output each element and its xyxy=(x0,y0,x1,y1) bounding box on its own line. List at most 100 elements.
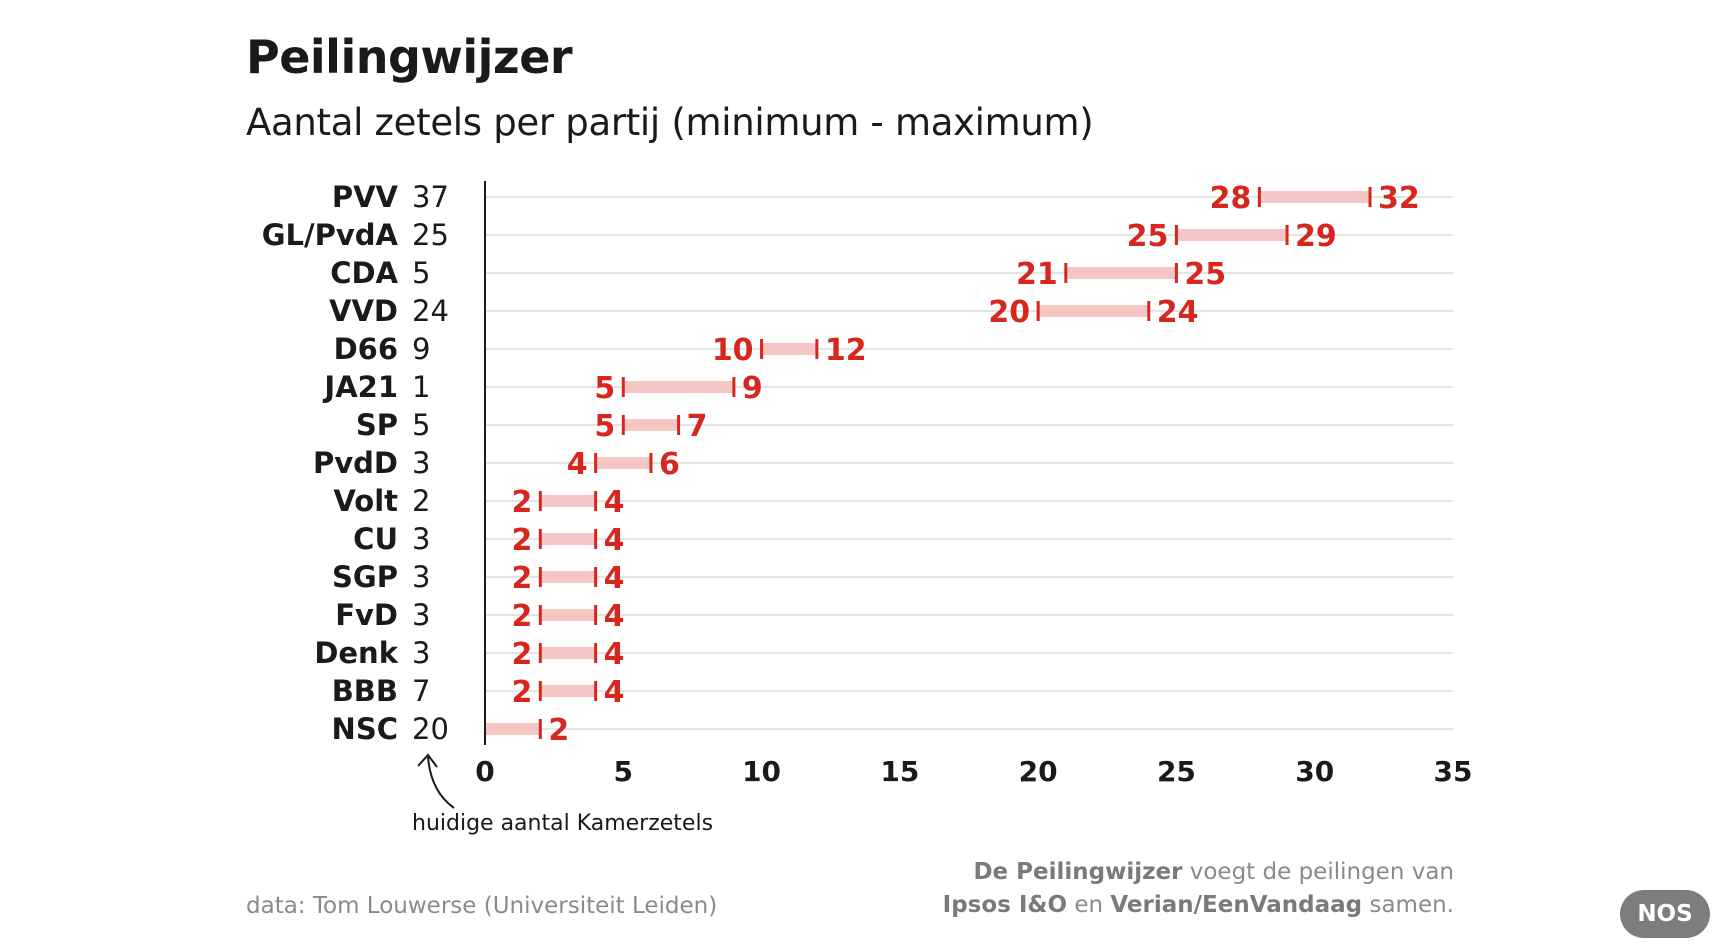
max-label-fvd: 4 xyxy=(604,599,625,634)
range-bar-denk xyxy=(540,647,596,659)
range-bar-sgp xyxy=(540,571,596,583)
max-marker-bbb xyxy=(594,681,598,701)
min-marker-vvd xyxy=(1036,301,1040,321)
min-label-denk: 2 xyxy=(511,637,532,672)
party-label-gl-pvda: GL/PvdA xyxy=(262,218,399,252)
range-bar-gl-pvda xyxy=(1176,229,1288,241)
max-marker-pvdd xyxy=(649,453,653,473)
range-bar-d66 xyxy=(761,343,817,355)
x-tick-label: 30 xyxy=(1295,755,1334,788)
min-label-d66: 10 xyxy=(712,333,754,368)
min-label-sp: 5 xyxy=(594,409,615,444)
min-label-cda: 21 xyxy=(1016,257,1058,292)
max-marker-fvd xyxy=(594,605,598,625)
range-bar-cda xyxy=(1065,267,1177,279)
current-seats-nsc: 20 xyxy=(412,712,449,746)
x-tick-label: 25 xyxy=(1157,755,1196,788)
x-tick-label: 5 xyxy=(614,755,633,788)
min-marker-cu xyxy=(538,529,542,549)
current-seats-gl-pvda: 25 xyxy=(412,218,449,252)
max-label-cda: 25 xyxy=(1184,257,1226,292)
max-marker-pvv xyxy=(1368,187,1372,207)
min-label-pvdd: 4 xyxy=(567,447,588,482)
min-marker-sp xyxy=(621,415,625,435)
min-marker-denk xyxy=(538,643,542,663)
max-label-vvd: 24 xyxy=(1157,295,1199,330)
min-label-bbb: 2 xyxy=(511,675,532,710)
max-label-ja21: 9 xyxy=(742,371,763,406)
max-label-pvv: 32 xyxy=(1378,181,1420,216)
x-tick-label: 10 xyxy=(742,755,781,788)
min-label-vvd: 20 xyxy=(988,295,1030,330)
range-bar-pvv xyxy=(1259,191,1371,203)
party-label-pvv: PVV xyxy=(332,180,399,214)
min-label-gl-pvda: 25 xyxy=(1127,219,1169,254)
range-bar-vvd xyxy=(1038,305,1149,317)
methodology-note: De Peilingwijzer voegt de peilingen van … xyxy=(943,856,1454,922)
range-bar-cu xyxy=(540,533,596,545)
party-label-fvd: FvD xyxy=(335,598,398,632)
max-marker-volt xyxy=(594,491,598,511)
x-tick-label: 20 xyxy=(1019,755,1058,788)
x-tick-label: 0 xyxy=(475,755,494,788)
data-source: data: Tom Louwerse (Universiteit Leiden) xyxy=(246,893,718,919)
max-marker-nsc xyxy=(538,719,542,739)
min-marker-bbb xyxy=(538,681,542,701)
min-marker-gl-pvda xyxy=(1174,225,1178,245)
current-seats-vvd: 24 xyxy=(412,294,449,328)
max-label-sgp: 4 xyxy=(604,561,625,596)
current-seats-denk: 3 xyxy=(412,636,430,670)
x-tick-label: 35 xyxy=(1434,755,1473,788)
max-label-cu: 4 xyxy=(604,523,625,558)
min-label-pvv: 28 xyxy=(1210,181,1252,216)
min-label-ja21: 5 xyxy=(594,371,615,406)
current-seats-sp: 5 xyxy=(412,408,430,442)
min-marker-ja21 xyxy=(621,377,625,397)
range-bar-ja21 xyxy=(623,381,734,393)
current-seats-caption: huidige aantal Kamerzetels xyxy=(412,811,714,836)
current-seats-cda: 5 xyxy=(412,256,430,290)
party-label-volt: Volt xyxy=(333,484,398,518)
range-bar-pvdd xyxy=(595,457,651,469)
min-marker-pvdd xyxy=(594,453,598,473)
nos-logo: NOS xyxy=(1620,890,1710,938)
party-label-sp: SP xyxy=(356,408,398,442)
party-label-bbb: BBB xyxy=(332,674,398,708)
party-label-denk: Denk xyxy=(314,636,398,670)
current-seats-cu: 3 xyxy=(412,522,430,556)
chart-subtitle: Aantal zetels per partij (minimum - maxi… xyxy=(246,101,1094,144)
current-seats-ja21: 1 xyxy=(412,370,430,404)
min-label-volt: 2 xyxy=(511,485,532,520)
max-label-denk: 4 xyxy=(604,637,625,672)
max-label-sp: 7 xyxy=(687,409,708,444)
current-seats-pvdd: 3 xyxy=(412,446,430,480)
annotation-arrow xyxy=(427,756,455,809)
range-bar-sp xyxy=(623,419,679,431)
range-bar-volt xyxy=(540,495,596,507)
annotation-arrowhead xyxy=(417,753,438,768)
max-marker-vvd xyxy=(1147,301,1151,321)
max-label-d66: 12 xyxy=(825,333,867,368)
min-label-cu: 2 xyxy=(511,523,532,558)
current-seats-pvv: 37 xyxy=(412,180,449,214)
max-marker-sp xyxy=(677,415,681,435)
party-label-nsc: NSC xyxy=(332,712,398,746)
max-marker-ja21 xyxy=(732,377,736,397)
party-label-cu: CU xyxy=(353,522,398,556)
party-label-pvdd: PvdD xyxy=(313,446,398,480)
current-seats-d66: 9 xyxy=(412,332,430,366)
range-bar-bbb xyxy=(540,685,596,697)
min-marker-pvv xyxy=(1257,187,1261,207)
min-marker-sgp xyxy=(538,567,542,587)
current-seats-fvd: 3 xyxy=(412,598,430,632)
min-marker-fvd xyxy=(538,605,542,625)
max-marker-d66 xyxy=(815,339,819,359)
max-marker-cda xyxy=(1174,263,1178,283)
max-marker-gl-pvda xyxy=(1285,225,1289,245)
note-peilingwijzer: De Peilingwijzer xyxy=(973,859,1183,885)
max-marker-sgp xyxy=(594,567,598,587)
note-text-3: samen. xyxy=(1362,892,1454,918)
note-verian: Verian/EenVandaag xyxy=(1110,892,1363,918)
current-seats-sgp: 3 xyxy=(412,560,430,594)
party-label-d66: D66 xyxy=(334,332,398,366)
